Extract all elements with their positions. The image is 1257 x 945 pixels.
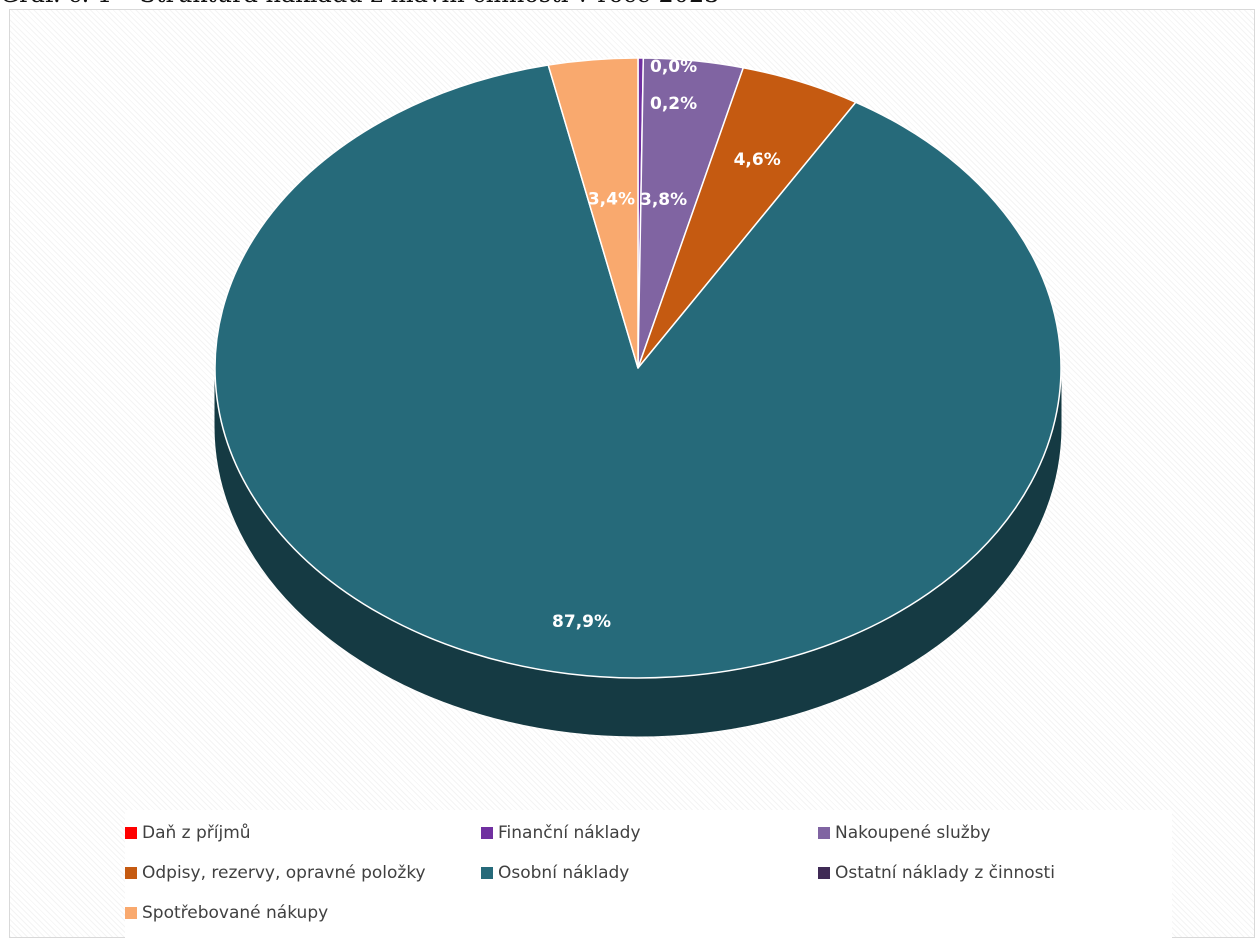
legend-item-dan-z-prijmu: Daň z příjmů <box>125 819 251 847</box>
legend-label: Odpisy, rezervy, opravné položky <box>142 863 426 883</box>
chart-title: Graf. č. 1 – Struktura nákladů z hlavní … <box>0 0 1257 10</box>
legend-item-nakoupene-sluzby: Nakoupené služby <box>818 819 991 847</box>
legend-item-odpisy-rezervy-opravne-polozky: Odpisy, rezervy, opravné položky <box>125 859 426 887</box>
legend-swatch <box>818 867 830 879</box>
data-label-financni-naklady: 0,2% <box>650 94 697 114</box>
data-label-odpisy-rezervy-opravne-polozky: 4,6% <box>734 150 781 170</box>
legend-label: Spotřebované nákupy <box>142 903 329 923</box>
legend-item-osobni-naklady: Osobní náklady <box>481 859 629 887</box>
data-label-spotrebovane-nakupy: 3,4% <box>588 189 635 209</box>
data-labels: 0,0% 0,2% 3,8% 4,6% 87,9% 3,4% <box>552 57 781 632</box>
legend-swatch <box>125 867 137 879</box>
legend-item-ostatni-naklady-z-cinnosti: Ostatní náklady z činnosti <box>818 859 1055 887</box>
pie-slice-spotrebovane-nakupy <box>547 57 639 369</box>
data-label-osobni-naklady: 87,9% <box>552 612 611 632</box>
legend: Daň z příjmů Finanční náklady Nakoupené sl… <box>125 810 1172 945</box>
legend-swatch <box>481 867 493 879</box>
legend-swatch <box>125 827 137 839</box>
legend-label: Ostatní náklady z činnosti <box>835 863 1055 883</box>
legend-label: Nakoupené služby <box>835 823 991 843</box>
legend-label: Osobní náklady <box>498 863 630 883</box>
data-label-nakoupene-sluzby: 3,8% <box>640 190 687 210</box>
pie-top <box>214 57 1062 679</box>
legend-swatch <box>481 827 493 839</box>
pie-chart: 0,0% 0,2% 3,8% 4,6% 87,9% 3,4% <box>214 57 1062 737</box>
legend-item-financni-naklady: Finanční náklady <box>481 819 641 847</box>
data-label-dan-z-prijmu: 0,0% <box>650 57 697 77</box>
chart-area: 0,0% 0,2% 3,8% 4,6% 87,9% 3,4% Daň z příjmů Fi… <box>9 9 1255 945</box>
legend-label: Finanční náklady <box>498 823 641 843</box>
legend-swatch <box>818 827 830 839</box>
legend-swatch <box>125 907 137 919</box>
pie-slice-osobni-naklady <box>214 64 1062 679</box>
legend-item-spotrebovane-nakupy: Spotřebované nákupy <box>125 899 328 927</box>
legend-label: Daň z příjmů <box>142 823 251 843</box>
